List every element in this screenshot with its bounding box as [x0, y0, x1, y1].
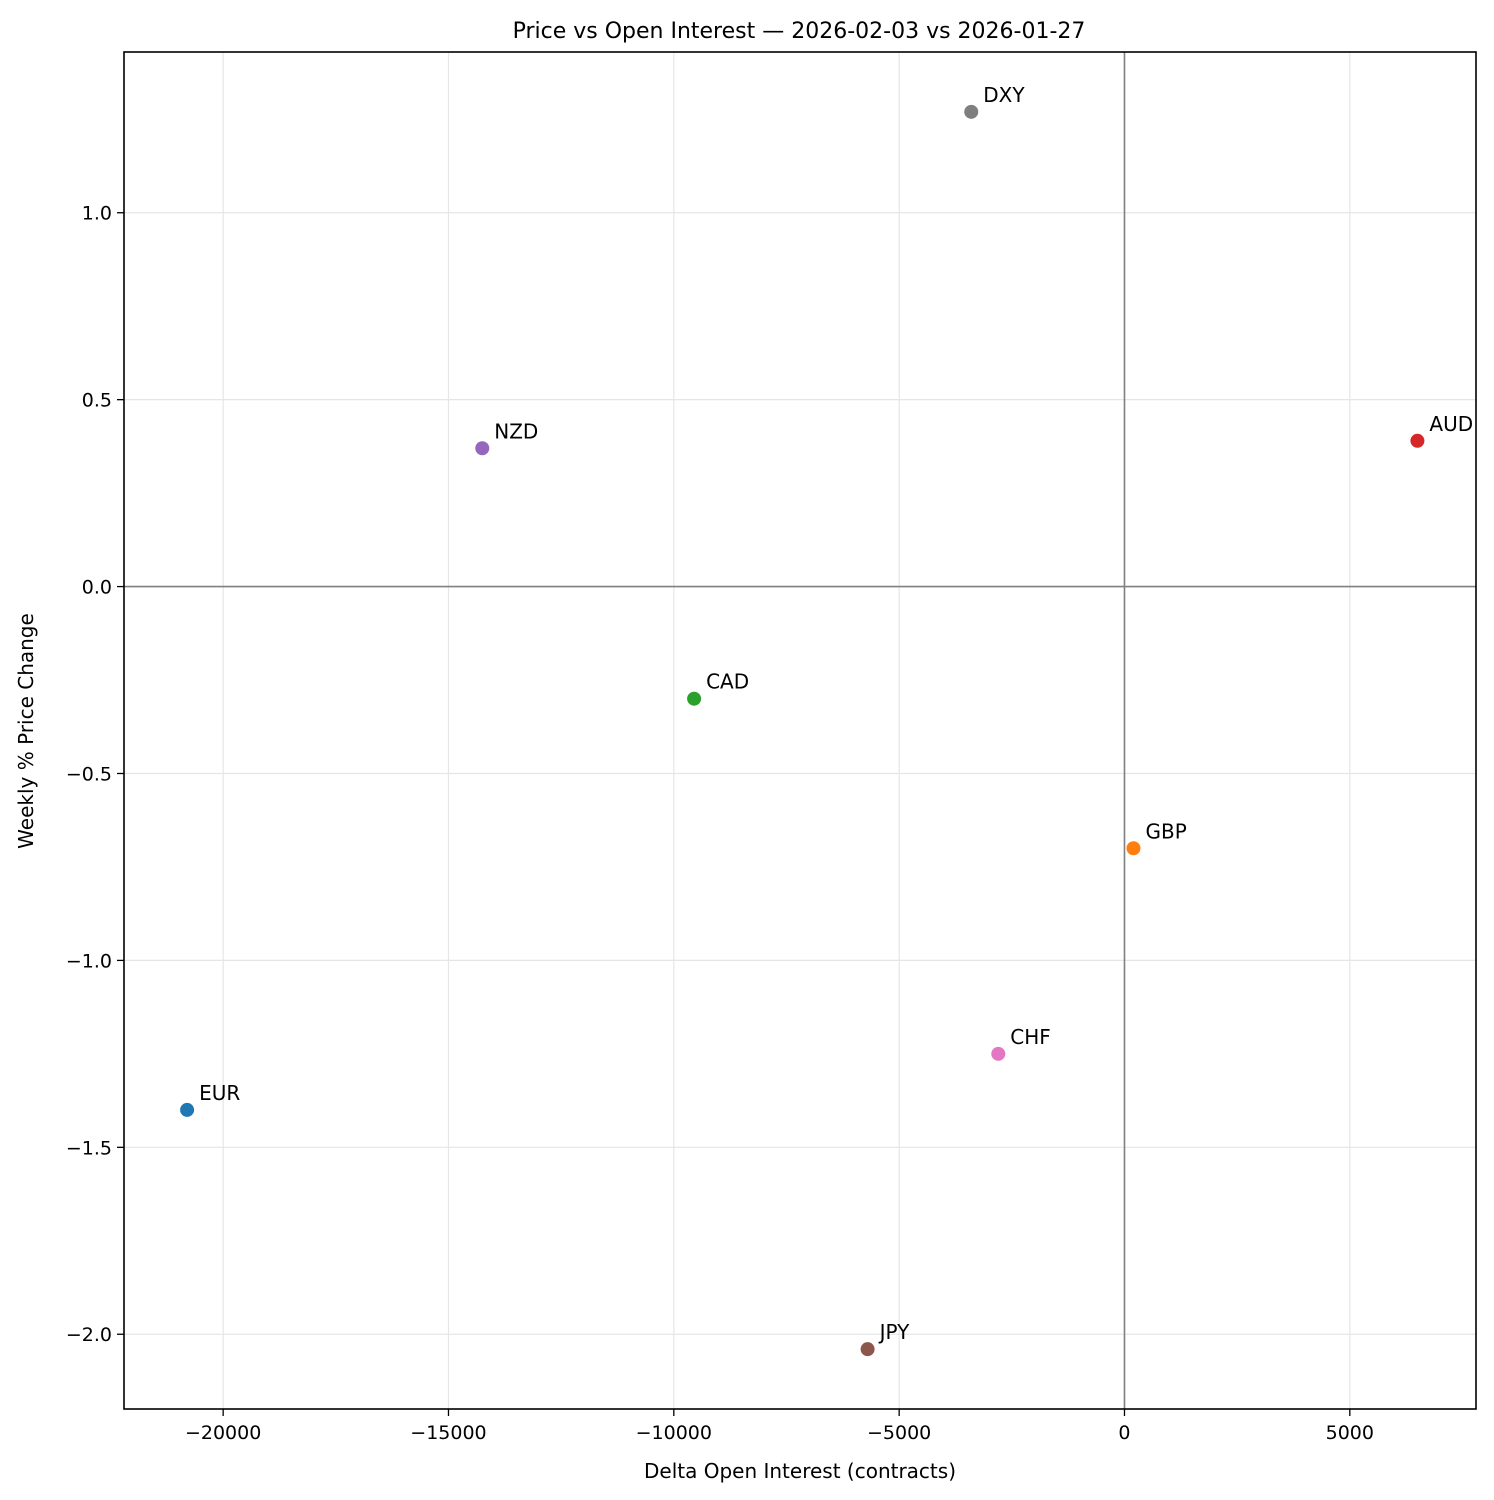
point-label-nzd: NZD: [494, 419, 538, 443]
x-tick-label: −15000: [410, 1422, 486, 1444]
data-point-aud: [1410, 433, 1425, 448]
point-label-jpy: JPY: [878, 1320, 911, 1344]
point-label-gbp: GBP: [1145, 819, 1186, 843]
data-point-jpy: [860, 1342, 875, 1357]
y-tick-label: −0.5: [66, 763, 112, 785]
point-label-dxy: DXY: [983, 83, 1025, 107]
point-label-chf: CHF: [1010, 1025, 1051, 1049]
y-tick-label: −1.0: [66, 950, 112, 972]
data-point-chf: [991, 1046, 1006, 1061]
y-tick-label: −2.0: [66, 1324, 112, 1346]
x-axis-ticks: −20000 −15000 −10000 −5000 0 5000: [185, 1409, 1374, 1444]
y-tick-label: 0.5: [82, 390, 112, 412]
point-label-aud: AUD: [1429, 412, 1473, 436]
point-labels: EUR GBP CAD AUD NZD JPY CHF DXY: [199, 83, 1473, 1344]
y-tick-label: −1.5: [66, 1137, 112, 1159]
x-tick-label: 5000: [1326, 1422, 1374, 1444]
x-tick-label: −20000: [185, 1422, 261, 1444]
data-point-gbp: [1126, 841, 1141, 856]
x-tick-label: −5000: [867, 1422, 931, 1444]
point-label-cad: CAD: [706, 670, 749, 694]
y-axis-ticks: −2.0 −1.5 −1.0 −0.5 0.0 0.5 1.0: [66, 203, 124, 1346]
data-point-eur: [180, 1102, 195, 1117]
data-point-dxy: [964, 104, 979, 119]
x-tick-label: −10000: [636, 1422, 712, 1444]
point-label-eur: EUR: [199, 1081, 240, 1105]
y-tick-label: 0.0: [82, 577, 112, 599]
chart-title: Price vs Open Interest — 2026-02-03 vs 2…: [513, 19, 1086, 44]
x-axis-label: Delta Open Interest (contracts): [644, 1459, 956, 1483]
reference-lines: [124, 52, 1476, 1409]
y-axis-label: Weekly % Price Change: [14, 613, 38, 849]
plot-frame: [123, 51, 1477, 1410]
data-points: [180, 104, 1425, 1357]
data-point-nzd: [475, 441, 490, 456]
x-tick-label: 0: [1118, 1422, 1130, 1444]
data-point-cad: [687, 691, 702, 706]
y-tick-label: 1.0: [82, 203, 112, 225]
